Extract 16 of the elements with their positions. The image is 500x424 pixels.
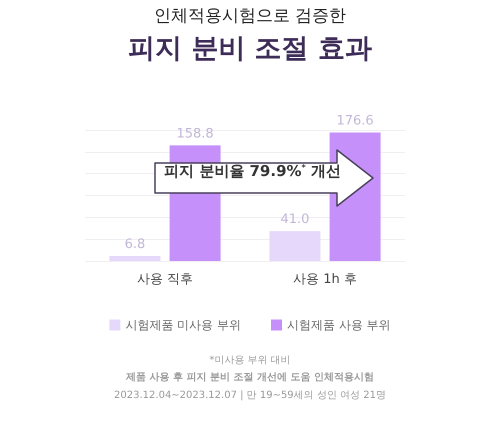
bar bbox=[269, 231, 320, 261]
legend-label: 시험제품 사용 부위 bbox=[287, 318, 391, 332]
annotation: 피지 분비율 79.9%$^{*}$ 개선 bbox=[163, 162, 342, 181]
text: 제품 사용 후 피지 분비 조절 개선에 도움 인체적용시험 bbox=[125, 371, 375, 384]
bar bbox=[109, 256, 160, 261]
data-label: 6.8 bbox=[124, 237, 146, 252]
data-label: 176.6 bbox=[336, 113, 374, 128]
legend-label: 시험제품 미사용 부위 bbox=[125, 318, 242, 332]
chart-subtitle: 인체적용시험으로 검증한 bbox=[152, 5, 348, 27]
x-tick-label: 사용 1h 후 bbox=[293, 272, 357, 287]
text: 2023.12.04~2023.12.07 | 만 19~59세의 성인 여성 21명 bbox=[113, 389, 387, 402]
chart-title: 피지 분비 조절 효과 bbox=[126, 32, 374, 66]
data-label: 41.0 bbox=[280, 212, 310, 228]
data-label: 158.8 bbox=[176, 126, 214, 142]
text: *미사용 부위 대비 bbox=[208, 354, 292, 367]
x-tick-label: 사용 직후 bbox=[136, 272, 194, 287]
